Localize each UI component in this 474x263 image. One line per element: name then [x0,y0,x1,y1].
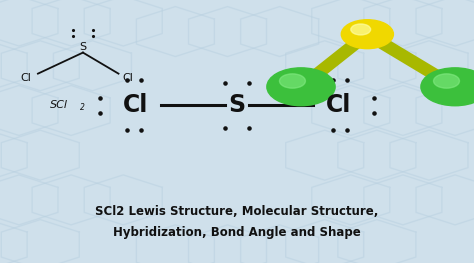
Circle shape [421,68,474,106]
Text: Cl: Cl [326,93,352,117]
Circle shape [280,74,305,88]
Text: 2: 2 [80,103,84,112]
Text: Cl: Cl [123,73,133,83]
Text: SCl: SCl [50,100,68,110]
Text: SCl2 Lewis Structure, Molecular Structure,: SCl2 Lewis Structure, Molecular Structur… [95,205,379,218]
Circle shape [351,24,371,35]
Circle shape [341,20,393,49]
Circle shape [434,74,459,88]
Text: Cl: Cl [122,93,148,117]
Text: Hybridization, Bond Angle and Shape: Hybridization, Bond Angle and Shape [113,226,361,239]
Text: S: S [79,42,87,52]
Text: S: S [228,93,246,117]
Text: Cl: Cl [21,73,31,83]
Circle shape [267,68,335,106]
